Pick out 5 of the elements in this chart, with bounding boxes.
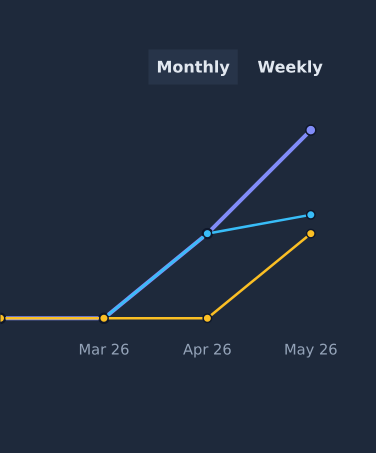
text: Monthly: [156, 58, 230, 76]
x-tick-label: May 26: [284, 342, 338, 358]
text: Weekly: [258, 58, 324, 76]
x-tick-label: Apr 26: [183, 342, 232, 358]
x-tick-label: Mar 26: [78, 342, 130, 358]
